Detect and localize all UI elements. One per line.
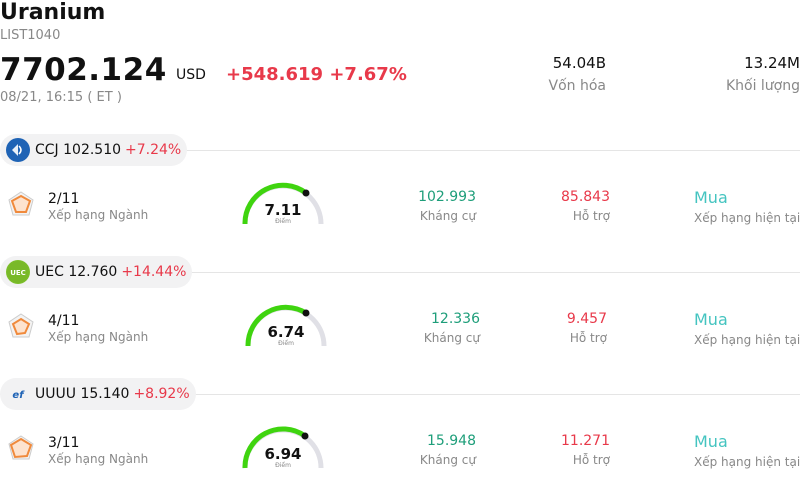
index-change: +548.619 +7.67%	[226, 64, 407, 85]
industry-rank-label: Xếp hạng Ngành	[48, 208, 149, 222]
industry-rank-label: Xếp hạng Ngành	[48, 452, 149, 466]
market-cap-value: 54.04B	[552, 54, 606, 72]
divider	[0, 272, 800, 273]
ticker-price: CCJ 102.510	[35, 142, 122, 158]
industry-rank-label: Xếp hạng Ngành	[48, 330, 149, 344]
index-price: 7702.124	[0, 52, 167, 88]
industry-rank: 2/11	[48, 191, 80, 207]
rating-label: Xếp hạng hiện tại	[694, 211, 800, 225]
divider	[0, 394, 800, 395]
industry-rank: 4/11	[48, 313, 80, 329]
industry-rank: 3/11	[48, 435, 80, 451]
score-gauge	[245, 304, 327, 347]
ticker-price: UEC 12.760	[35, 264, 118, 280]
volume-value: 13.24M	[744, 54, 800, 72]
rank-radar-icon	[8, 191, 34, 216]
stock-ticker-pill[interactable]: UEC UEC 12.760 +14.44%	[0, 256, 193, 288]
support-value: 9.457	[566, 311, 607, 327]
stock-card[interactable]: UEC UEC 12.760 +14.44% 4/11 Xếp hạng Ngà…	[0, 256, 800, 374]
resistance-label: Kháng cự	[423, 331, 480, 345]
rating-value: Mua	[694, 188, 728, 207]
stock-card[interactable]: CCJ 102.510 +7.24% 2/11 Xếp hạng Ngành 7…	[0, 134, 800, 252]
support-label: Hỗ trợ	[572, 453, 610, 467]
rank-radar-icon	[8, 435, 34, 460]
list-code: LIST1040	[0, 28, 61, 43]
score-label: Điểm	[278, 340, 294, 347]
resistance-value: 15.948	[427, 433, 476, 449]
resistance-value: 102.993	[418, 189, 476, 205]
market-cap-label: Vốn hóa	[548, 78, 606, 94]
uec-logo-icon: UEC	[6, 260, 30, 284]
stock-card[interactable]: ef UUUU 15.140 +8.92% 3/11 Xếp hạng Ngàn…	[0, 378, 800, 496]
svg-text:UEC: UEC	[10, 269, 26, 277]
support-value: 85.843	[561, 189, 610, 205]
rank-radar-icon	[8, 313, 34, 338]
support-label: Hỗ trợ	[569, 331, 607, 345]
stock-ticker-pill[interactable]: CCJ 102.510 +7.24%	[0, 134, 188, 166]
score-value: 7.11	[264, 201, 302, 219]
ccj-logo-icon	[6, 138, 30, 162]
ticker-change: +8.92%	[133, 386, 190, 402]
ticker-change: +7.24%	[125, 142, 182, 158]
resistance-label: Kháng cự	[419, 453, 476, 467]
divider	[0, 150, 800, 151]
rating-value: Mua	[694, 310, 728, 329]
score-label: Điểm	[275, 218, 291, 225]
score-gauge	[242, 426, 324, 469]
timestamp: 08/21, 16:15 ( ET )	[0, 90, 122, 105]
svg-text:ef: ef	[12, 390, 25, 401]
score-gauge	[242, 182, 324, 225]
stock-ticker-pill[interactable]: ef UUUU 15.140 +8.92%	[0, 378, 196, 410]
uuuu-logo-icon: ef	[6, 382, 30, 406]
rating-label: Xếp hạng hiện tại	[694, 333, 800, 347]
score-label: Điểm	[275, 462, 291, 469]
score-value: 6.94	[264, 445, 302, 463]
resistance-label: Kháng cự	[419, 209, 476, 223]
volume-label: Khối lượng	[725, 78, 800, 94]
page-title: Uranium	[0, 0, 106, 25]
currency-label: USD	[176, 67, 206, 83]
ticker-price: UUUU 15.140	[35, 386, 130, 402]
rating-label: Xếp hạng hiện tại	[694, 455, 800, 469]
support-value: 11.271	[561, 433, 610, 449]
rating-value: Mua	[694, 432, 728, 451]
score-value: 6.74	[267, 323, 305, 341]
support-label: Hỗ trợ	[572, 209, 610, 223]
resistance-value: 12.336	[431, 311, 480, 327]
ticker-change: +14.44%	[121, 264, 187, 280]
